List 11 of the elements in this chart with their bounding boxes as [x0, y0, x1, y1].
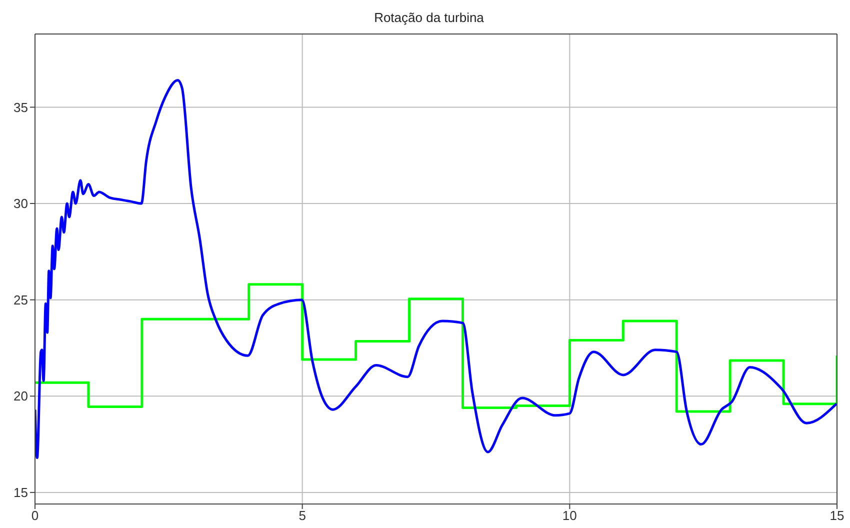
x-tick-label: 15	[830, 508, 844, 524]
chart-title: Rotação da turbina	[373, 9, 485, 27]
y-tick-label: 25	[14, 292, 28, 308]
x-tick-label: 10	[562, 508, 577, 524]
y-tick-label: 30	[14, 196, 28, 212]
line-series	[35, 78, 837, 460]
y-tick-label: 20	[14, 388, 28, 404]
x-tick-label: 5	[298, 508, 306, 524]
y-tick-label: 15	[14, 485, 28, 500]
y-tick-label: 35	[14, 100, 28, 115]
x-tick-label: 0	[31, 508, 39, 524]
